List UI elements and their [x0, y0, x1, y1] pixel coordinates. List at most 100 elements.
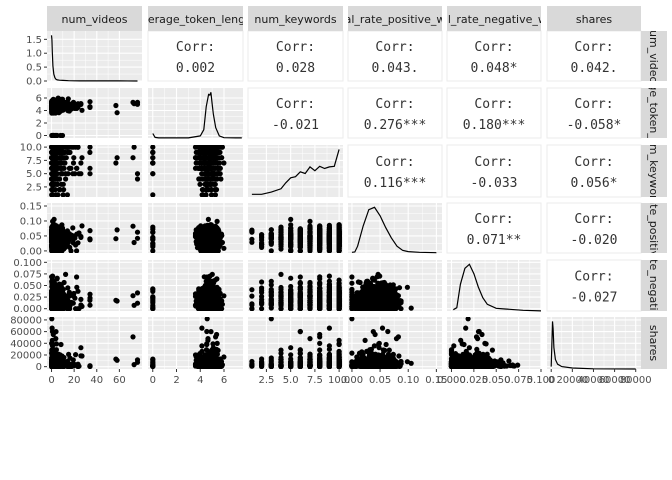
scatter-point [56, 187, 63, 193]
scatter-point [150, 149, 156, 155]
scatter-point [326, 248, 332, 253]
scatter-point [60, 239, 66, 245]
panel-r3-c5: Corr:-0.020 [546, 202, 642, 254]
scatter-point [198, 248, 204, 253]
scatter-point [211, 155, 218, 161]
panel-r1-c1 [148, 88, 243, 139]
scatter-point [134, 171, 141, 177]
scatter-point [78, 296, 84, 302]
scatter-point [205, 224, 211, 230]
scatter-point [130, 293, 136, 299]
corr-label: Corr: [276, 40, 315, 55]
scatter-point [49, 278, 56, 284]
scatter-point [75, 306, 81, 311]
scatter-point [288, 241, 294, 247]
scatter-point [134, 176, 141, 182]
scatter-point [74, 248, 80, 253]
corr-value: 0.048* [471, 61, 518, 76]
panel-r4-c1 [148, 260, 243, 311]
scatter-point [53, 224, 59, 230]
scatter-point [63, 234, 69, 240]
scatter-point [288, 222, 294, 228]
panel-r0-c4: Corr:0.048* [446, 30, 542, 82]
scatter-point [221, 245, 227, 251]
scatter-point [213, 176, 220, 182]
scatter-point [307, 242, 313, 248]
scatter-point [70, 293, 77, 299]
scatter-point [54, 100, 60, 106]
scatter-point [200, 176, 206, 182]
scatter-point [134, 101, 141, 107]
scatter-point [114, 155, 120, 161]
scatter-point [212, 192, 218, 197]
scatter-point [61, 160, 67, 166]
scatter-point [53, 292, 59, 298]
scatter-point [297, 244, 303, 250]
scatter-point [87, 171, 93, 177]
scatter-point [74, 165, 80, 171]
scatter-point [211, 149, 217, 155]
scatter-point [206, 149, 212, 155]
scatter-point [204, 274, 210, 280]
scatter-point [113, 236, 119, 242]
scatter-point [49, 155, 55, 161]
scatter-point [212, 187, 218, 193]
scatter-point [196, 233, 202, 239]
corr-label: Corr: [574, 155, 613, 170]
scatter-point [336, 223, 342, 229]
scatter-point [87, 99, 93, 105]
scatter-point [208, 192, 215, 197]
corr-value: 0.002 [176, 61, 215, 76]
corr-value: 0.071** [467, 233, 522, 248]
scatter-point [196, 155, 202, 161]
panel-r3-c0 [47, 203, 142, 253]
scatter-point [49, 145, 55, 150]
scatter-point [204, 237, 210, 243]
panel-r1-c4: Corr:0.180*** [446, 87, 542, 139]
scatter-point [268, 248, 274, 253]
scatter-point [307, 224, 313, 230]
scatter-point [58, 171, 65, 177]
scatter-point [326, 230, 332, 236]
scatter-point [131, 239, 137, 246]
density-curve-num_videos [50, 35, 138, 82]
scatter-point [59, 248, 65, 253]
scatter-point [63, 271, 69, 277]
scatter-point [197, 181, 203, 187]
scatter-point [201, 155, 207, 161]
scatter-point [218, 176, 224, 182]
scatter-point [199, 240, 205, 246]
scatter-point [198, 227, 204, 233]
scatter-point [131, 145, 137, 150]
scatter-point [307, 236, 313, 242]
scatter-point [54, 302, 60, 308]
scatter-point [61, 187, 67, 193]
panel-r2-c3: Corr: 0.116*** [347, 144, 443, 198]
scatter-point [65, 149, 71, 155]
corr-value: -0.021 [272, 118, 319, 133]
corr-value: 0.043. [372, 61, 419, 76]
scatter-point [113, 160, 119, 166]
scatter-point [326, 239, 332, 245]
panel-r1-c2: Corr:-0.021 [247, 87, 344, 139]
scatter-point [150, 248, 156, 253]
scatter-point [211, 145, 217, 150]
scatter-point [219, 145, 225, 150]
panel-r0-c2: Corr:0.028 [247, 30, 344, 82]
corr-value: 0.116*** [364, 176, 427, 191]
scatter-point [65, 293, 71, 299]
density-curve-average_token_length [152, 92, 242, 139]
scatter-point [215, 171, 221, 177]
scatter-point [78, 160, 84, 166]
scatter-point [57, 155, 63, 161]
panel-r0-c3: Corr:0.043. [347, 30, 443, 82]
corr-label: Corr: [375, 155, 414, 170]
scatter-point [58, 181, 64, 187]
panel-r1-c0 [47, 88, 142, 138]
corr-label: Corr: [375, 97, 414, 112]
scatter-point [114, 110, 120, 116]
scatter-point [74, 284, 80, 290]
panel-r0-c1: Corr:0.002 [147, 30, 244, 82]
corr-value: 0.276*** [364, 118, 427, 133]
